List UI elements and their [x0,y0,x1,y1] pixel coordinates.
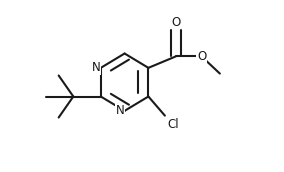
Text: N: N [116,104,125,117]
Text: Cl: Cl [168,117,179,131]
Text: O: O [197,50,206,63]
Text: N: N [92,61,101,74]
Text: O: O [171,16,181,29]
